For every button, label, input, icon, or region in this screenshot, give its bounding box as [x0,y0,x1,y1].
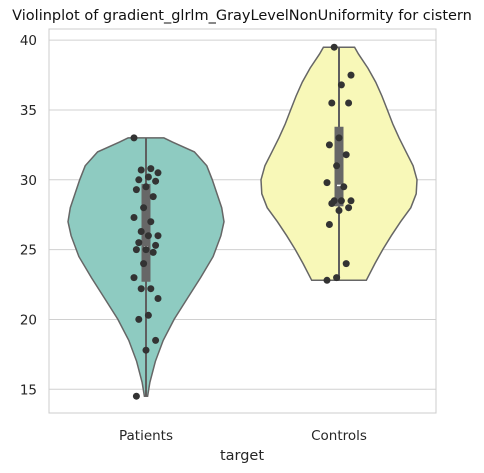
point-controls [347,197,355,205]
point-patients [130,134,138,142]
point-patients [135,176,143,184]
y-tick-labels: 15 20 25 30 35 40 [20,33,37,398]
point-patients [130,214,138,221]
point-controls [330,43,338,51]
point-patients [154,169,162,177]
point-patients [137,285,145,293]
point-patients [144,173,152,181]
point-controls [337,81,345,89]
point-patients [144,311,152,319]
point-patients [140,204,148,212]
point-controls [337,197,345,205]
point-patients [149,193,157,201]
point-patients [147,218,155,226]
point-patients [130,274,138,282]
y-tick-label-25: 25 [20,243,37,259]
point-controls [342,260,350,268]
point-controls [345,99,353,107]
point-controls [323,179,331,187]
x-tick-labels: Patients Controls [119,428,367,444]
point-patients [152,336,160,344]
point-patients [140,260,148,268]
point-patients [154,232,162,240]
point-patients [147,285,155,293]
point-patients [137,166,145,174]
point-controls [347,71,355,79]
y-tick-label-20: 20 [20,312,37,328]
point-controls [328,200,336,207]
x-axis-title: target [220,448,264,464]
x-tick-label-patients: Patients [119,428,173,444]
point-patients [142,246,150,254]
chart-title: Violinplot of gradient_glrlm_GrayLevelNo… [12,8,472,24]
point-patients [142,183,150,191]
y-tick-label-30: 30 [20,173,37,189]
iqr-box-patients [141,183,151,282]
point-controls [333,162,341,170]
point-controls [328,99,336,107]
point-patients [152,241,160,249]
point-patients [132,246,140,254]
point-controls [335,207,343,214]
point-patients [149,248,157,256]
point-patients [132,392,140,400]
point-controls [345,204,353,212]
y-tick-label-15: 15 [20,382,37,398]
point-controls [335,134,343,142]
x-tick-label-controls: Controls [311,428,367,444]
point-patients [144,232,152,240]
point-patients [154,295,162,302]
point-controls [325,221,333,228]
point-controls [323,276,331,284]
y-tick-label-40: 40 [20,33,37,49]
y-tick-label-35: 35 [20,103,37,119]
point-patients [147,165,155,173]
point-patients [132,186,140,194]
point-controls [342,151,350,159]
point-patients [135,239,143,247]
strip-points [130,43,355,400]
point-patients [135,315,143,323]
point-controls [325,141,333,149]
point-patients [142,346,150,354]
point-patients [137,228,145,235]
point-controls [333,274,341,282]
point-controls [340,183,348,191]
point-patients [152,177,160,185]
